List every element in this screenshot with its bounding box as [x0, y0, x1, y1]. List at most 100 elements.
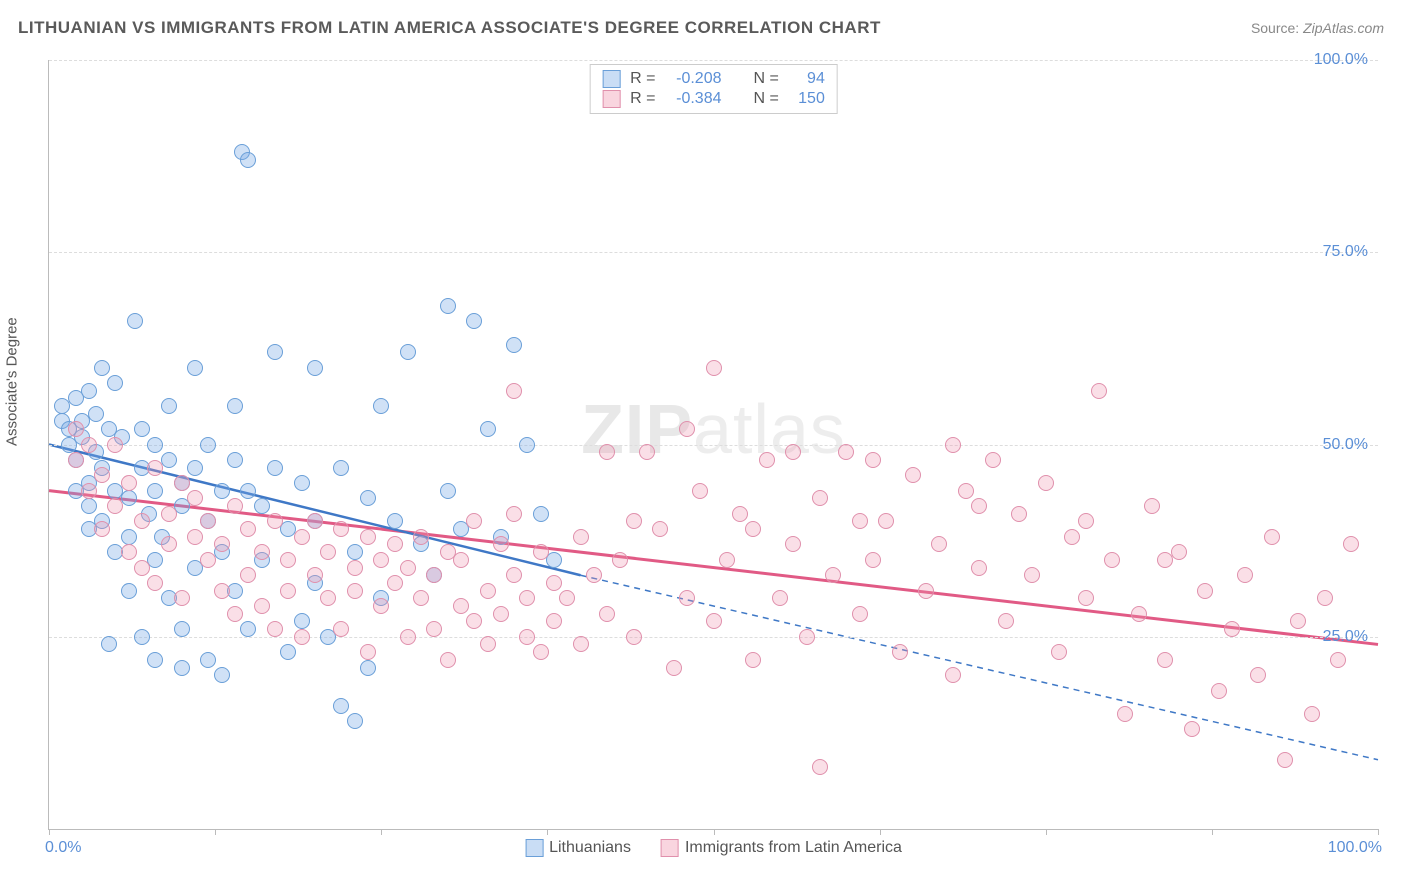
data-point — [387, 513, 403, 529]
data-point — [107, 437, 123, 453]
data-point — [1078, 590, 1094, 606]
data-point — [599, 606, 615, 622]
data-point — [174, 475, 190, 491]
data-point — [254, 598, 270, 614]
data-point — [200, 652, 216, 668]
data-point — [1250, 667, 1266, 683]
data-point — [865, 452, 881, 468]
data-point — [971, 498, 987, 514]
data-point — [400, 560, 416, 576]
data-point — [466, 313, 482, 329]
data-point — [1224, 621, 1240, 637]
data-point — [307, 567, 323, 583]
data-point — [772, 590, 788, 606]
data-point — [480, 636, 496, 652]
source-attribution: Source: ZipAtlas.com — [1251, 20, 1384, 36]
data-point — [1078, 513, 1094, 529]
data-point — [161, 506, 177, 522]
data-point — [732, 506, 748, 522]
data-point — [81, 437, 97, 453]
data-point — [1330, 652, 1346, 668]
data-point — [1104, 552, 1120, 568]
data-point — [892, 644, 908, 660]
data-point — [466, 513, 482, 529]
data-point — [307, 513, 323, 529]
data-point — [107, 375, 123, 391]
chart-title: LITHUANIAN VS IMMIGRANTS FROM LATIN AMER… — [18, 18, 881, 38]
data-point — [573, 529, 589, 545]
data-point — [347, 583, 363, 599]
data-point — [692, 483, 708, 499]
data-point — [94, 360, 110, 376]
data-point — [652, 521, 668, 537]
data-point — [1264, 529, 1280, 545]
data-point — [280, 552, 296, 568]
data-point — [134, 560, 150, 576]
data-point — [174, 660, 190, 676]
x-tick — [714, 829, 715, 835]
legend-item-series1: Lithuanians — [525, 839, 631, 857]
data-point — [360, 490, 376, 506]
data-point — [147, 437, 163, 453]
data-point — [333, 698, 349, 714]
legend-bottom: Lithuanians Immigrants from Latin Americ… — [525, 839, 902, 857]
data-point — [546, 613, 562, 629]
r-label: R = — [630, 70, 655, 88]
data-point — [267, 344, 283, 360]
data-point — [706, 360, 722, 376]
data-point — [466, 613, 482, 629]
data-point — [240, 621, 256, 637]
data-point — [187, 490, 203, 506]
data-point — [599, 444, 615, 460]
n-label: N = — [754, 90, 779, 108]
n-label: N = — [754, 70, 779, 88]
data-point — [1277, 752, 1293, 768]
x-tick — [880, 829, 881, 835]
data-point — [360, 529, 376, 545]
swatch-blue — [525, 839, 543, 857]
data-point — [931, 536, 947, 552]
data-point — [214, 483, 230, 499]
data-point — [347, 713, 363, 729]
swatch-pink — [602, 90, 620, 108]
r-value-series1: -0.208 — [666, 70, 722, 88]
x-tick — [215, 829, 216, 835]
x-tick — [547, 829, 548, 835]
data-point — [294, 629, 310, 645]
scatter-plot-area: ZIPatlas R = -0.208 N = 94 R = -0.384 N … — [48, 60, 1378, 830]
data-point — [134, 629, 150, 645]
data-point — [905, 467, 921, 483]
data-point — [852, 606, 868, 622]
data-point — [134, 421, 150, 437]
data-point — [107, 498, 123, 514]
data-point — [127, 313, 143, 329]
data-point — [533, 506, 549, 522]
data-point — [94, 467, 110, 483]
data-point — [958, 483, 974, 499]
x-tick — [1378, 829, 1379, 835]
legend-label-series2: Immigrants from Latin America — [685, 839, 902, 856]
data-point — [147, 460, 163, 476]
data-point — [347, 544, 363, 560]
data-point — [1024, 567, 1040, 583]
data-point — [81, 498, 97, 514]
data-point — [706, 613, 722, 629]
data-point — [68, 421, 84, 437]
data-point — [546, 575, 562, 591]
data-point — [280, 644, 296, 660]
data-point — [227, 452, 243, 468]
data-point — [1211, 683, 1227, 699]
data-point — [785, 536, 801, 552]
data-point — [147, 483, 163, 499]
data-point — [493, 536, 509, 552]
data-point — [745, 521, 761, 537]
y-axis-label: Associate's Degree — [4, 317, 21, 446]
data-point — [227, 498, 243, 514]
data-point — [94, 521, 110, 537]
data-point — [214, 667, 230, 683]
correlation-stats-box: R = -0.208 N = 94 R = -0.384 N = 150 — [589, 64, 838, 114]
data-point — [68, 452, 84, 468]
data-point — [1157, 652, 1173, 668]
data-point — [426, 621, 442, 637]
data-point — [254, 544, 270, 560]
